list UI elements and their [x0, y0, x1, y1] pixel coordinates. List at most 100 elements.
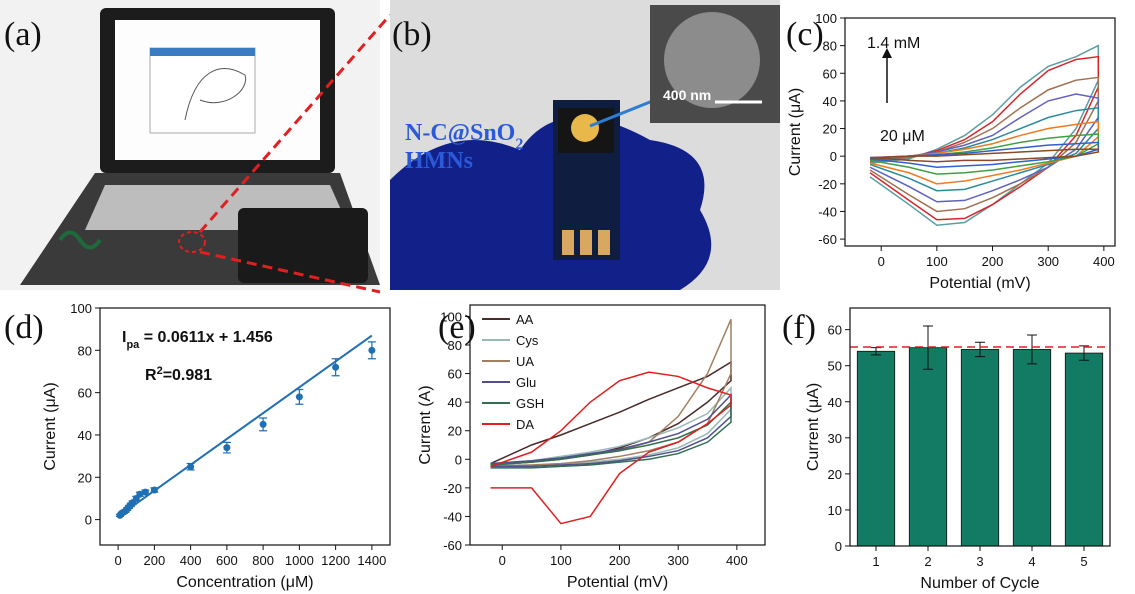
x-tick-label: 1400: [357, 553, 386, 568]
x-tick-label: 200: [609, 553, 631, 568]
annotation: 1.4 mM: [867, 35, 920, 52]
r-squared-rest: =0.981: [163, 367, 212, 384]
x-tick-label: 400: [180, 553, 202, 568]
figure: Vida Bio-G3 400 nm N-C@SnO2 HMNs (a)(b)(…: [0, 0, 1135, 594]
annotation: 20 μM: [880, 128, 925, 145]
y-tick-label: 40: [828, 395, 842, 410]
y-tick-label: 60: [828, 323, 842, 338]
scale-bar-label: 400 nm: [663, 87, 711, 103]
x-axis-title: Concentration (μM): [176, 574, 313, 591]
x-tick-label: 800: [252, 553, 274, 568]
y-tick-label: 0: [830, 149, 837, 164]
material-subscript: 2: [515, 136, 523, 153]
x-tick-label: 300: [1037, 254, 1059, 269]
y-tick-label: 100: [815, 11, 837, 26]
x-axis-title: Potential (mV): [567, 574, 668, 591]
data-point: [368, 347, 375, 354]
y-axis-title: Current (μA): [787, 88, 804, 176]
x-tick-label: 0: [115, 553, 122, 568]
y-tick-label: 100: [70, 301, 92, 316]
y-tick-label: 0: [455, 452, 462, 467]
r-squared-main: R: [145, 367, 157, 384]
data-point: [151, 486, 158, 493]
y-tick-label: 100: [440, 309, 462, 324]
x-tick-label: 3: [976, 554, 983, 569]
legend-label: Glu: [516, 375, 536, 390]
r-squared: R2=0.981: [145, 365, 212, 384]
y-tick-label: 0: [835, 539, 842, 554]
panel-label: (b): [392, 16, 432, 53]
y-tick-label: -20: [818, 177, 837, 192]
x-tick-label: 200: [982, 254, 1004, 269]
x-tick-label: 400: [1093, 254, 1115, 269]
y-tick-label: 30: [828, 431, 842, 446]
x-tick-label: 200: [144, 553, 166, 568]
y-tick-label: 20: [823, 122, 837, 137]
legend-label: Cys: [516, 333, 539, 348]
legend-label: DA: [516, 417, 534, 432]
y-tick-label: 0: [85, 513, 92, 528]
y-tick-label: 80: [448, 338, 462, 353]
x-tick-label: 100: [550, 553, 572, 568]
panel-label: (a): [4, 16, 42, 53]
bar: [1065, 353, 1102, 546]
data-point: [187, 463, 194, 470]
y-axis-title: Current (μA): [42, 382, 59, 470]
y-tick-label: 60: [78, 386, 92, 401]
x-tick-label: 600: [216, 553, 238, 568]
y-tick-label: -60: [818, 232, 837, 247]
data-point: [332, 364, 339, 371]
bar: [857, 351, 894, 546]
data-point: [223, 444, 230, 451]
x-tick-label: 0: [499, 553, 506, 568]
equation: Ipa = 0.0611x + 1.456: [122, 329, 273, 351]
y-tick-label: -60: [443, 538, 462, 553]
y-tick-label: -40: [818, 204, 837, 219]
x-axis-title: Number of Cycle: [920, 575, 1039, 592]
y-tick-label: 80: [823, 39, 837, 54]
bar: [909, 348, 946, 546]
y-tick-label: 10: [828, 503, 842, 518]
x-tick-label: 300: [667, 553, 689, 568]
x-tick-label: 1200: [321, 553, 350, 568]
y-axis-title: Current (A): [417, 385, 434, 464]
y-tick-label: 60: [448, 367, 462, 382]
y-tick-label: 80: [78, 343, 92, 358]
bar: [1013, 349, 1050, 546]
x-tick-label: 0: [878, 254, 885, 269]
x-tick-label: 100: [926, 254, 948, 269]
x-axis-title: Potential (mV): [929, 275, 1030, 292]
legend-label: AA: [516, 312, 534, 327]
sensor-photo: Vida Bio-G3 400 nm N-C@SnO2 HMNs: [390, 0, 780, 290]
y-tick-label: 50: [828, 359, 842, 374]
y-tick-label: 20: [78, 470, 92, 485]
laptop-photo: [0, 0, 390, 292]
y-tick-label: 60: [823, 66, 837, 81]
data-point: [260, 421, 267, 428]
y-tick-label: 20: [448, 424, 462, 439]
y-axis-title: Current (μA): [805, 383, 822, 471]
panel-label: (d): [4, 309, 44, 346]
x-tick-label: 5: [1080, 554, 1087, 569]
y-tick-label: 40: [823, 94, 837, 109]
panel-label: (f): [782, 309, 816, 346]
equation-rest: = 0.0611x + 1.456: [139, 329, 273, 346]
y-tick-label: 40: [78, 428, 92, 443]
equation-subscript: pa: [126, 339, 140, 351]
y-tick-label: 40: [448, 395, 462, 410]
material-label-line2: HMNs: [405, 148, 473, 174]
y-tick-label: -20: [443, 481, 462, 496]
x-tick-label: 400: [726, 553, 748, 568]
x-tick-label: 1000: [285, 553, 314, 568]
y-tick-label: 20: [828, 467, 842, 482]
data-point: [296, 393, 303, 400]
y-tick-label: -40: [443, 509, 462, 524]
strip-label: Vida Bio-G3: [558, 89, 606, 99]
cv-curve: [870, 94, 1098, 202]
x-tick-label: 1: [872, 554, 879, 569]
x-tick-label: 2: [924, 554, 931, 569]
legend-label: UA: [516, 354, 534, 369]
material-name: N-C@SnO: [405, 120, 515, 146]
legend-label: GSH: [516, 396, 544, 411]
data-point: [142, 489, 149, 496]
